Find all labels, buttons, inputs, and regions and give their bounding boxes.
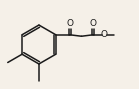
- Text: O: O: [101, 30, 108, 39]
- Text: O: O: [90, 19, 97, 28]
- Text: O: O: [66, 19, 73, 28]
